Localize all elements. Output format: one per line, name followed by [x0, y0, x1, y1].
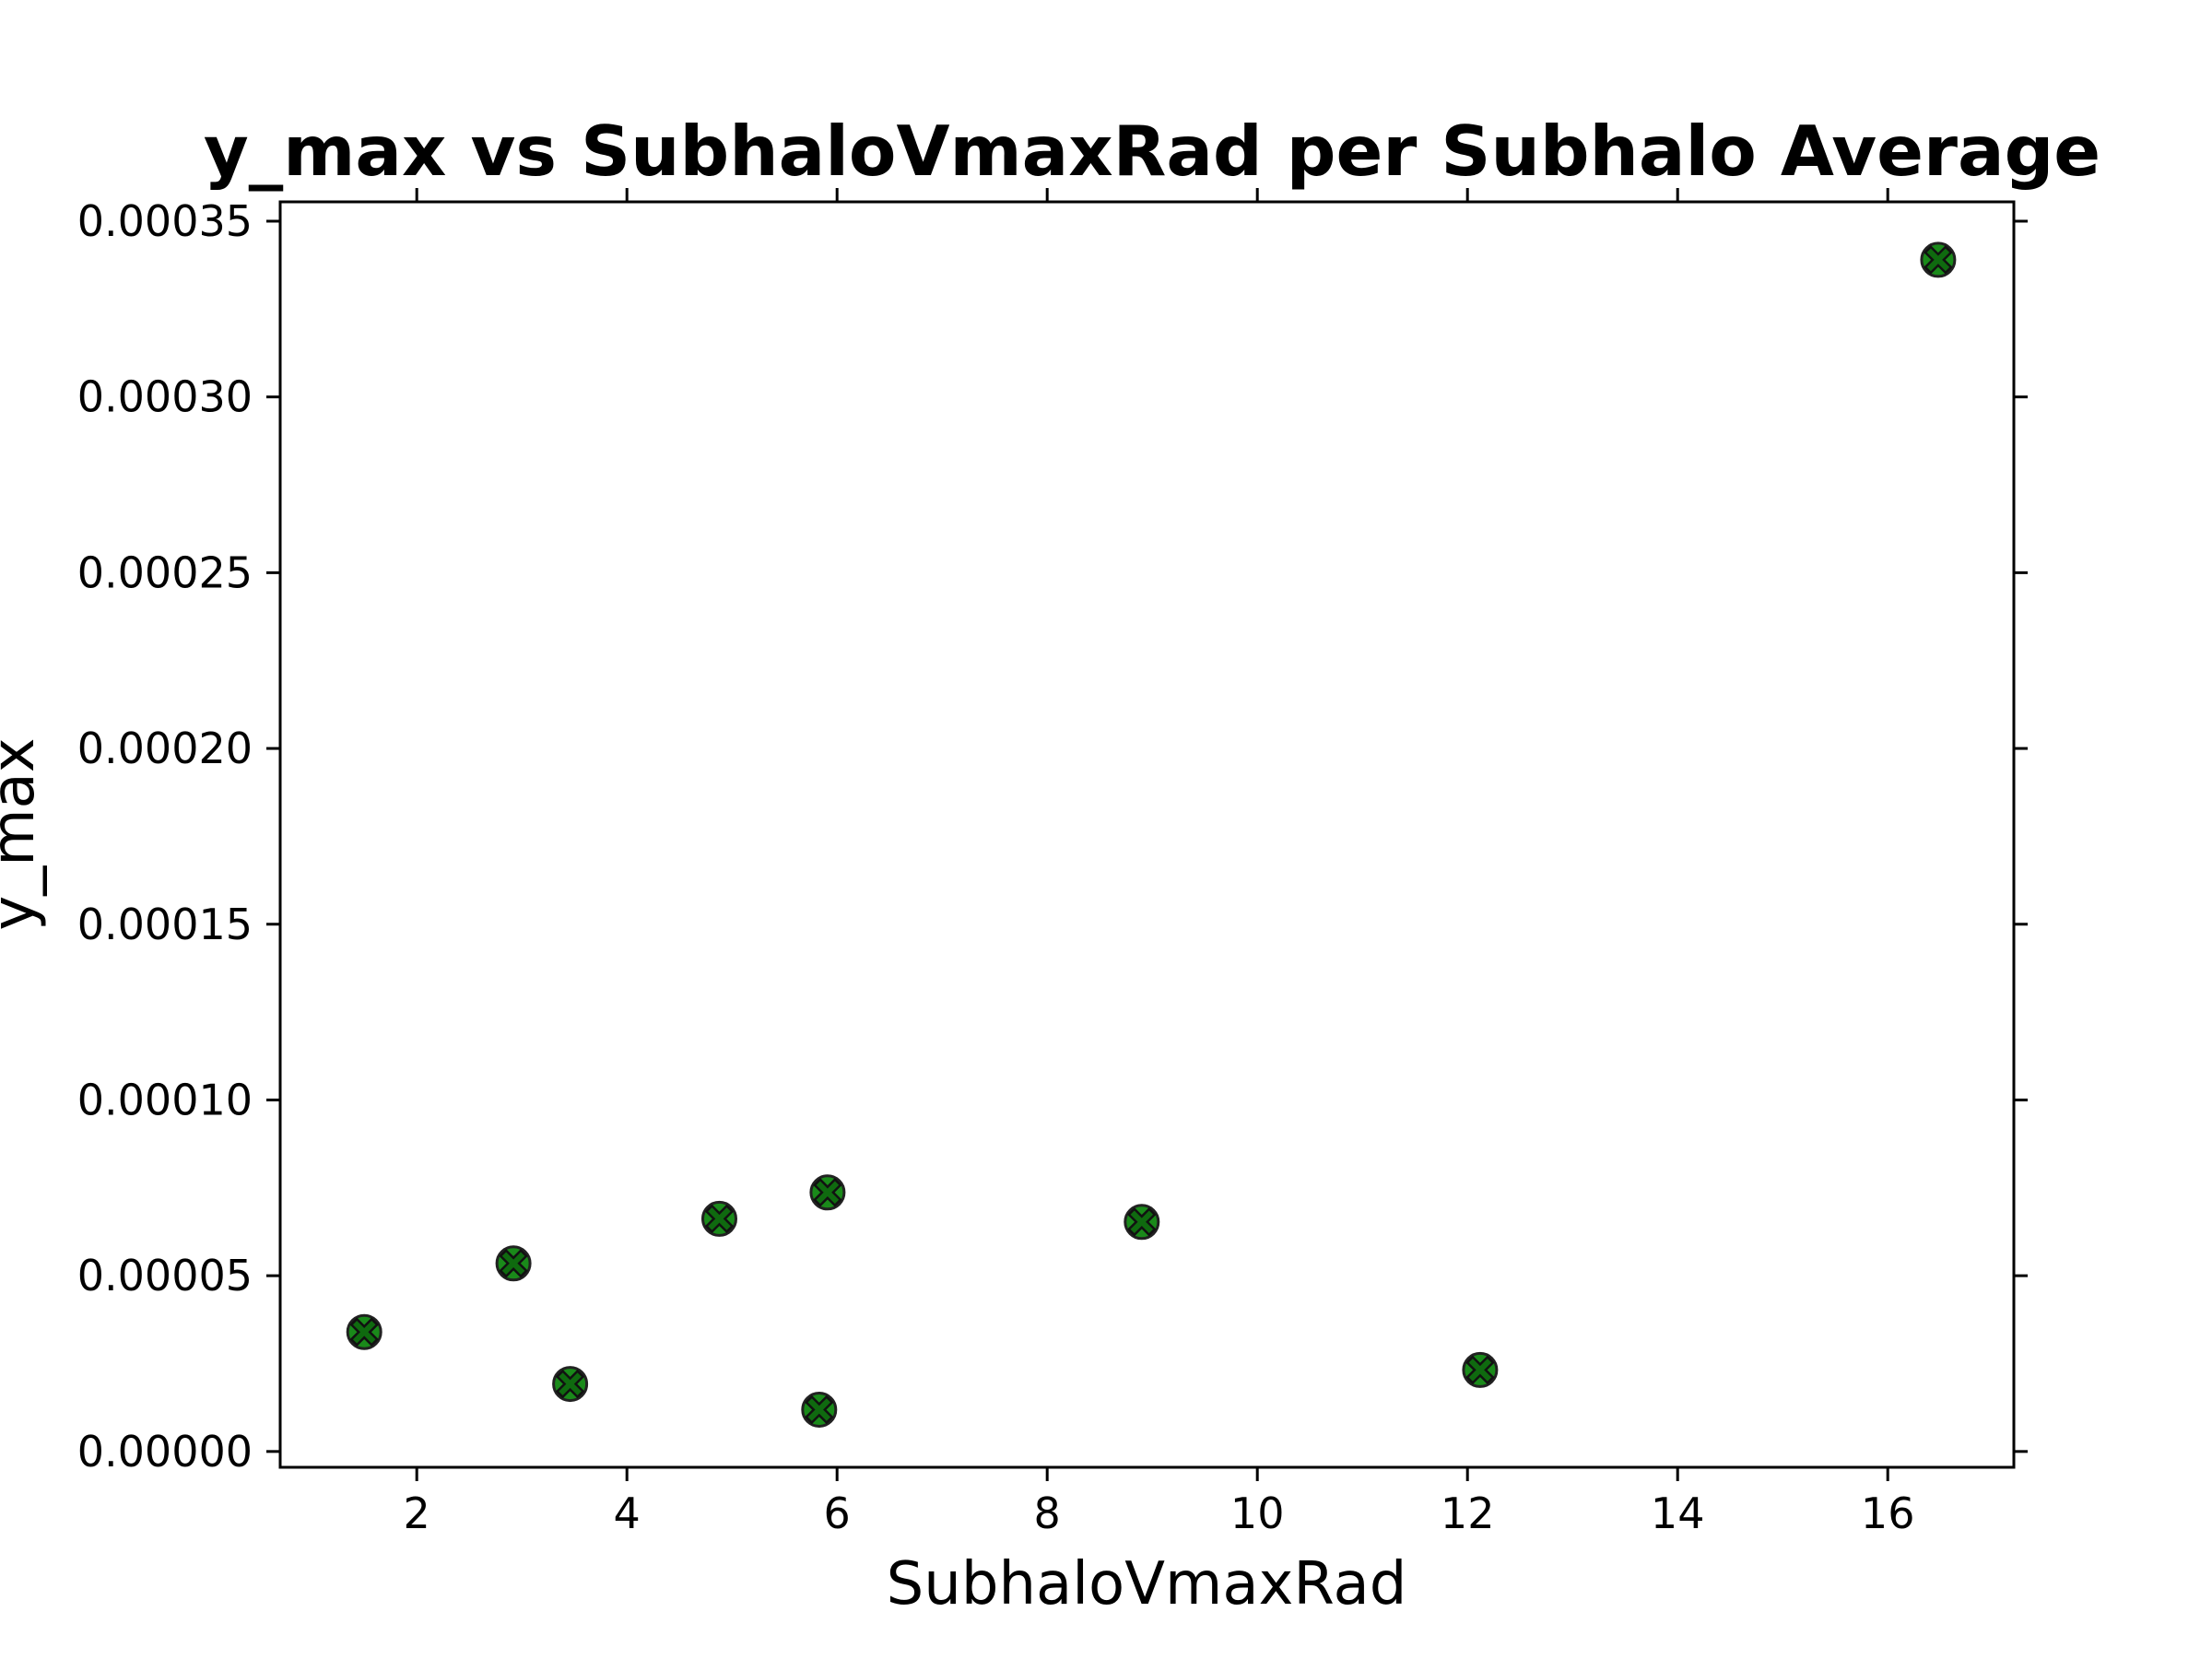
- data-point: [1462, 1351, 1499, 1388]
- data-point: [801, 1392, 838, 1428]
- x-tick-label: 10: [1230, 1488, 1285, 1538]
- x-tick-label: 8: [1034, 1488, 1061, 1538]
- data-point-x-marker: [1924, 245, 1953, 275]
- x-tick-label: 6: [824, 1488, 851, 1538]
- data-point-x-marker: [1127, 1207, 1157, 1237]
- x-tick-label: 4: [614, 1488, 641, 1538]
- axis-ticks: 2 4 6 8 10 12 14 16 0.00000 0.00005 0.00010 0.00015…: [77, 188, 2028, 1538]
- data-point-x-marker: [813, 1178, 842, 1207]
- data-point: [552, 1366, 589, 1403]
- data-point: [1920, 241, 1957, 278]
- y-tick-label: 0.00000: [77, 1427, 253, 1477]
- y-tick-label: 0.00035: [77, 196, 253, 246]
- data-point-x-marker: [349, 1317, 379, 1347]
- y-axis-label: y_max: [0, 737, 48, 930]
- x-tick-label: 14: [1651, 1488, 1705, 1538]
- y-tick-label: 0.00025: [77, 547, 253, 597]
- y-tick-label: 0.00005: [77, 1251, 253, 1300]
- x-tick-label: 16: [1861, 1488, 1915, 1538]
- data-point: [346, 1313, 382, 1350]
- x-tick-label: 2: [404, 1488, 430, 1538]
- data-point-x-marker: [805, 1394, 834, 1425]
- y-tick-label: 0.00010: [77, 1075, 253, 1124]
- data-point: [701, 1200, 737, 1237]
- data-point: [1124, 1204, 1160, 1241]
- plot-area: [278, 200, 2016, 1469]
- data-points: [346, 241, 1957, 1428]
- data-point-x-marker: [499, 1249, 528, 1278]
- y-tick-label: 0.00015: [77, 900, 253, 949]
- x-tick-label: 12: [1441, 1488, 1495, 1538]
- data-point: [495, 1245, 532, 1282]
- data-point-x-marker: [704, 1204, 735, 1234]
- data-point-x-marker: [1465, 1355, 1495, 1385]
- x-axis-label: SubhaloVmaxRad: [887, 1550, 1407, 1618]
- chart-title: y_max vs SubhaloVmaxRad per Subhalo Aver…: [204, 111, 2100, 192]
- data-point-x-marker: [555, 1369, 585, 1399]
- y-tick-label: 0.00020: [77, 724, 253, 773]
- y-tick-label: 0.00030: [77, 372, 253, 422]
- data-point: [809, 1174, 846, 1211]
